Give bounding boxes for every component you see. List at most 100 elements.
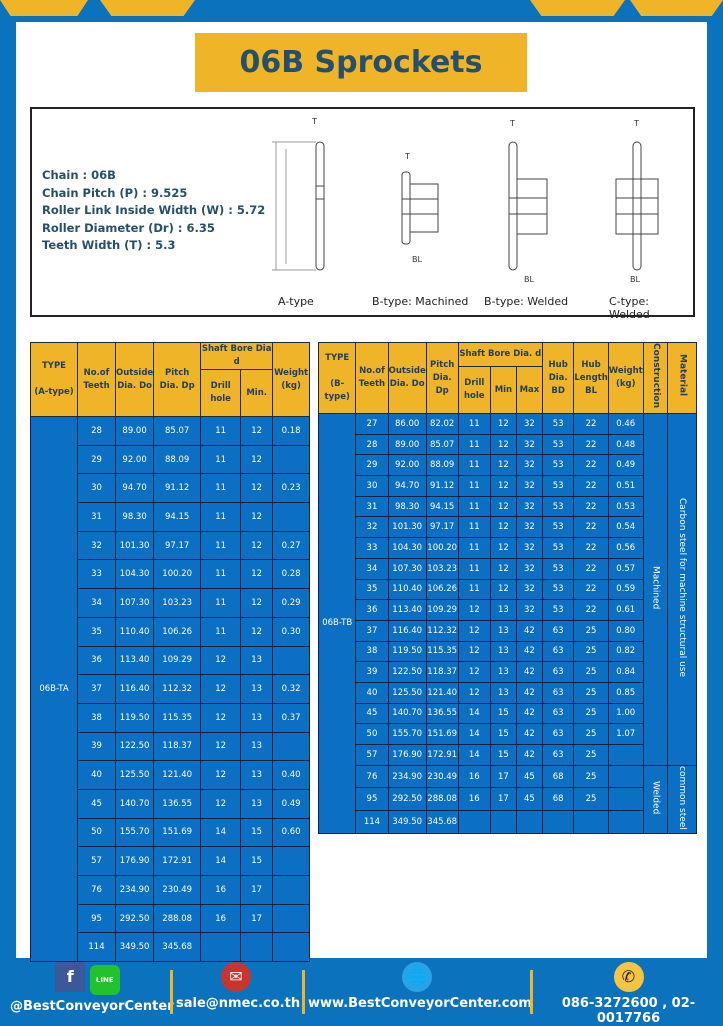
table-cell: 0.85: [607, 681, 644, 704]
table-cell: 11: [457, 557, 491, 580]
table-row: 32 101.30 97.17 11 12 32 53 22 0.54: [319, 516, 697, 539]
table-cell: 12: [200, 645, 242, 676]
caption-c-welded: C-type: Welded: [609, 295, 650, 321]
table-cell: 12: [200, 702, 242, 733]
table-cell: 0.82: [607, 640, 644, 663]
table-row: 40 125.50 121.40 12 13 42 63 25 0.85: [319, 681, 697, 704]
table-cell: 76: [355, 764, 389, 789]
table-cell: [607, 764, 644, 789]
footer: f LINE @BestConveyorCenter ✉ sale@nmec.c…: [0, 962, 723, 1026]
table-cell: 140.70: [114, 788, 155, 819]
table-cell: 31: [77, 502, 116, 532]
table-cell: 57: [355, 744, 389, 766]
footer-email[interactable]: ✉ sale@nmec.co.th: [176, 962, 301, 1011]
table-cell: 35: [355, 578, 389, 601]
table-cell: 104.30: [387, 537, 427, 559]
table-row: 36 113.40 109.29 12 13: [31, 645, 310, 676]
table-cell: 32: [515, 454, 544, 477]
table-cell: 13: [489, 599, 517, 621]
table-row: 06B-TA 28 89.00 85.07 11 12 0.18: [30, 415, 310, 963]
table-cell: 15: [489, 744, 517, 766]
table-cell: 13: [489, 619, 517, 642]
table-cell: 25: [573, 787, 609, 811]
table-cell: 17: [489, 764, 517, 789]
table-cell: 31: [355, 495, 389, 518]
table-cell: 0.54: [607, 516, 644, 539]
header-dp: Pitch Dia. Dp: [425, 341, 459, 415]
table-cell: 1.07: [607, 723, 644, 746]
table-cell: 136.55: [425, 702, 459, 725]
table-cell: 25: [573, 640, 609, 663]
table-cell: 11: [457, 537, 491, 559]
table-row: 95 292.50 288.08 16 17 45 68 25: [319, 787, 697, 811]
table-cell: 116.40: [387, 619, 427, 642]
line-icon[interactable]: LINE: [89, 965, 120, 995]
table-cell: 0.23: [272, 473, 310, 504]
table-cell: 63: [542, 744, 575, 766]
table-cell: 53: [542, 433, 575, 456]
a-type-drawing: T: [272, 117, 325, 271]
table-cell: 32: [515, 599, 544, 621]
table-cell: 37: [355, 619, 389, 642]
table-cell: 155.70: [387, 723, 427, 746]
table-cell: 82.02: [425, 413, 459, 435]
table-cell: 113.40: [114, 645, 155, 676]
table-cell: 38: [77, 702, 116, 733]
table-cell: 116.40: [114, 674, 155, 704]
table-cell: 230.49: [153, 875, 202, 905]
footer-phone[interactable]: ✆ 086-3272600 , 02-0017766: [536, 962, 721, 1026]
table-cell: 12: [489, 557, 517, 580]
table-cell: 106.26: [153, 616, 202, 647]
table-cell: [457, 809, 491, 834]
table-row: 40 125.50 121.40 12 13 0.40: [31, 760, 310, 790]
table-cell: 63: [542, 619, 575, 642]
facebook-icon[interactable]: f: [55, 962, 86, 992]
table-cell: 0.46: [607, 413, 644, 435]
table-cell: 101.30: [114, 530, 155, 561]
header-bl: Hub Length BL: [573, 341, 609, 415]
table-cell: 53: [542, 413, 575, 435]
table-cell: 25: [573, 744, 609, 766]
table-cell: 118.37: [153, 731, 202, 762]
spec-chain: Chain : 06B: [42, 168, 116, 182]
table-row: 38 119.50 115.35 12 13 0.37: [31, 702, 310, 733]
sprocket-drawings: T T BL T BL T BL: [272, 117, 659, 284]
table-cell: 42: [515, 723, 544, 746]
table-cell: 115.35: [425, 640, 459, 663]
table-cell: 95: [355, 787, 389, 811]
header-weight: Weight (kg): [607, 341, 644, 415]
table-cell: 0.60: [272, 817, 310, 848]
table-cell: 107.30: [114, 588, 155, 618]
table-cell: 53: [542, 495, 575, 518]
footer-social[interactable]: f LINE @BestConveyorCenter: [10, 962, 174, 1014]
table-cell: 53: [542, 537, 575, 559]
table-row: 29 92.00 88.09 11 12: [31, 444, 310, 475]
table-cell: 50: [77, 817, 116, 848]
table-cell: 22: [573, 599, 609, 621]
table-cell: 13: [489, 640, 517, 663]
table-cell: 89.00: [387, 433, 427, 456]
table-cell: 38: [355, 640, 389, 663]
table-cell: 234.90: [114, 875, 155, 905]
table-cell: 16: [200, 903, 242, 934]
table-cell: 0.57: [607, 557, 644, 580]
table-cell: 86.00: [387, 413, 427, 435]
table-cell: 176.90: [114, 846, 155, 876]
email-link[interactable]: sale@nmec.co.th: [176, 996, 301, 1011]
table-cell: 110.40: [387, 578, 427, 601]
chain-specs: Chain : 06B Chain Pitch (P) : 9.525 Roll…: [42, 167, 265, 255]
table-cell: 33: [355, 537, 389, 559]
header-drill: Drill hole: [200, 369, 242, 417]
footer-website[interactable]: 🌐 www.BestConveyorCenter.com: [308, 962, 532, 1011]
website-link[interactable]: www.BestConveyorCenter.com: [308, 996, 532, 1011]
table-row: 28 89.00 85.07 11 12 32 53 22 0.48: [319, 433, 697, 456]
table-cell: 0.30: [272, 616, 310, 647]
table-cell: [272, 444, 310, 475]
table-cell: [542, 809, 575, 834]
table-cell: 36: [355, 599, 389, 621]
phone-icon: ✆: [613, 962, 644, 992]
globe-icon: 🌐: [402, 962, 432, 992]
table-cell: 94.70: [387, 475, 427, 497]
table-cell: 12: [489, 433, 517, 456]
header-do: Outside Dia. Do: [387, 341, 427, 415]
